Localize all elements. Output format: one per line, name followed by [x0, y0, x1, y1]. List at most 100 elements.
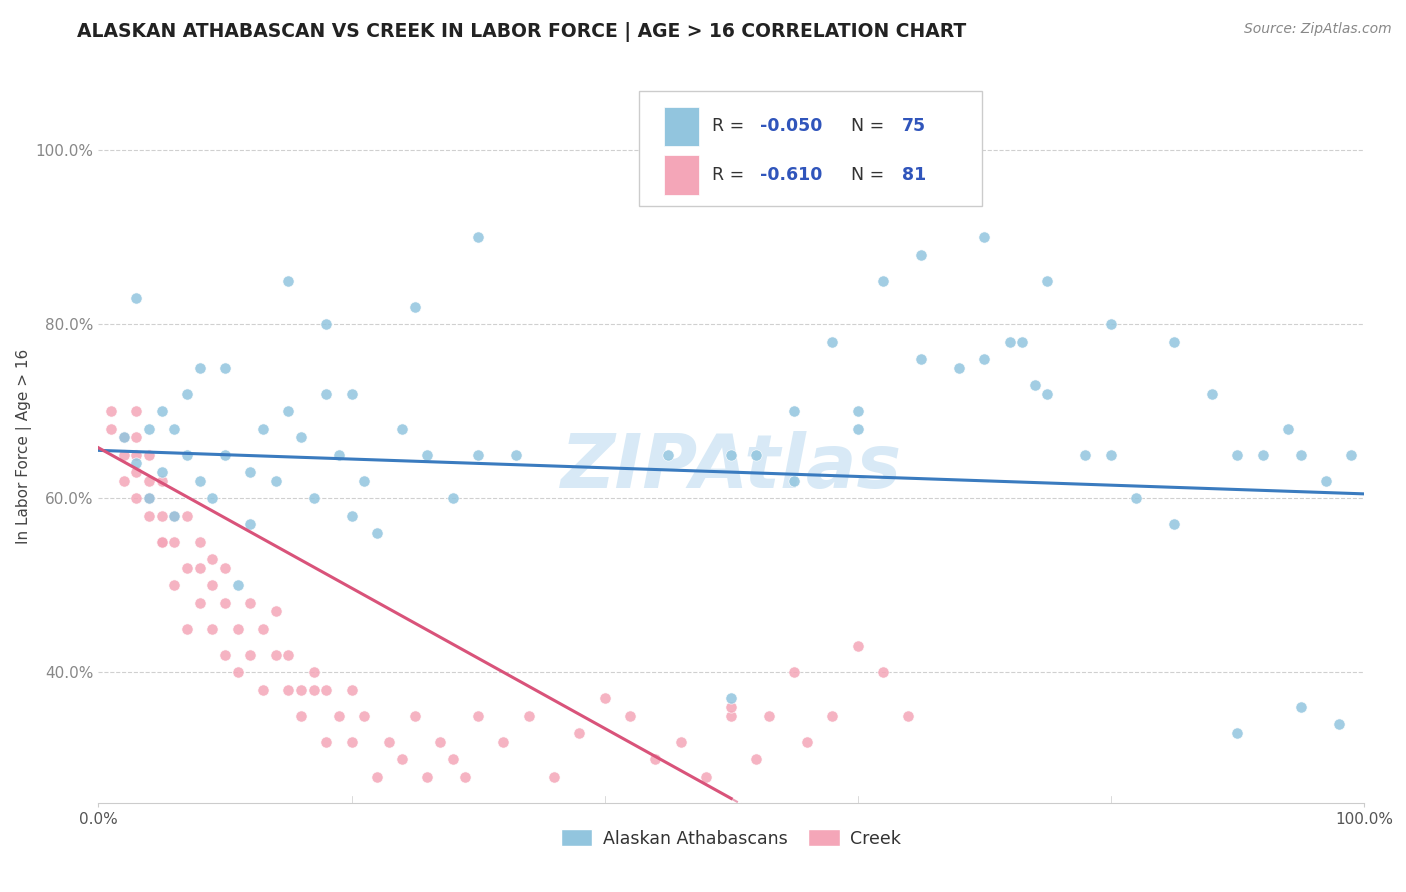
Point — [1277, 421, 1299, 435]
Point — [150, 534, 173, 549]
Point — [239, 517, 262, 532]
Point — [846, 404, 869, 418]
Point — [176, 561, 198, 575]
Point — [973, 230, 995, 244]
Point — [720, 448, 742, 462]
Point — [416, 770, 439, 784]
Point — [226, 578, 249, 592]
Point — [239, 465, 262, 479]
Point — [252, 421, 274, 435]
Point — [163, 508, 186, 523]
Point — [176, 622, 198, 636]
Point — [340, 508, 363, 523]
Point — [315, 735, 337, 749]
Point — [150, 474, 173, 488]
Point — [138, 508, 160, 523]
Point — [973, 351, 995, 366]
Legend: Alaskan Athabascans, Creek: Alaskan Athabascans, Creek — [561, 830, 901, 847]
Point — [1251, 448, 1274, 462]
Point — [214, 596, 236, 610]
Point — [100, 421, 122, 435]
Point — [125, 430, 148, 444]
Point — [290, 708, 312, 723]
Point — [125, 457, 148, 471]
Point — [720, 708, 742, 723]
Point — [1327, 717, 1350, 731]
Point — [492, 735, 515, 749]
Point — [188, 561, 211, 575]
Point — [1074, 448, 1097, 462]
Point — [796, 735, 818, 749]
Point — [125, 291, 148, 305]
Point — [695, 770, 717, 784]
Point — [302, 665, 325, 680]
Point — [138, 448, 160, 462]
Point — [100, 404, 122, 418]
Point — [910, 351, 932, 366]
Point — [378, 735, 401, 749]
Point — [112, 430, 135, 444]
Point — [176, 508, 198, 523]
Point — [998, 334, 1021, 349]
Point — [201, 491, 224, 506]
Point — [163, 578, 186, 592]
Point — [264, 648, 287, 662]
Point — [138, 421, 160, 435]
Point — [467, 448, 489, 462]
Point — [1036, 386, 1059, 401]
Point — [783, 404, 806, 418]
Point — [353, 474, 375, 488]
Point — [125, 465, 148, 479]
Point — [821, 708, 844, 723]
Point — [340, 682, 363, 697]
Point — [1163, 334, 1185, 349]
Point — [404, 300, 426, 314]
Point — [517, 708, 540, 723]
Point — [188, 596, 211, 610]
Point — [1163, 517, 1185, 532]
Point — [188, 360, 211, 375]
Point — [1099, 317, 1122, 331]
Point — [277, 682, 299, 697]
Y-axis label: In Labor Force | Age > 16: In Labor Force | Age > 16 — [17, 349, 32, 543]
Point — [112, 474, 135, 488]
FancyBboxPatch shape — [638, 91, 981, 205]
Text: N =: N = — [852, 118, 890, 136]
Point — [112, 430, 135, 444]
Point — [720, 700, 742, 714]
Point — [252, 682, 274, 697]
Point — [340, 386, 363, 401]
Point — [429, 735, 451, 749]
Point — [1226, 726, 1249, 740]
Point — [264, 604, 287, 618]
Point — [239, 596, 262, 610]
Point — [176, 448, 198, 462]
Point — [226, 622, 249, 636]
Point — [568, 726, 591, 740]
Point — [783, 474, 806, 488]
Point — [543, 770, 565, 784]
Point — [366, 526, 388, 541]
Point — [872, 274, 894, 288]
Point — [214, 360, 236, 375]
Point — [1024, 378, 1046, 392]
Point — [239, 648, 262, 662]
Point — [138, 491, 160, 506]
Point — [163, 534, 186, 549]
Point — [188, 474, 211, 488]
Point — [150, 465, 173, 479]
Point — [783, 665, 806, 680]
Point — [328, 708, 350, 723]
Point — [669, 735, 692, 749]
Point — [340, 735, 363, 749]
Point — [467, 230, 489, 244]
Point — [315, 386, 337, 401]
Point — [366, 770, 388, 784]
Point — [290, 430, 312, 444]
Point — [404, 708, 426, 723]
Point — [277, 648, 299, 662]
Point — [910, 247, 932, 261]
Text: 81: 81 — [903, 166, 927, 184]
Point — [125, 491, 148, 506]
Point — [846, 639, 869, 653]
